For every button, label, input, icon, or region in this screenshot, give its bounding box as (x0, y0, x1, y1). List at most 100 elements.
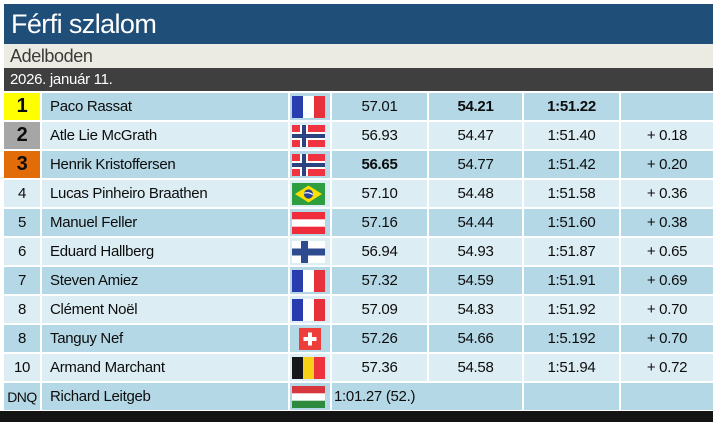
table-row: 8 Tanguy Nef 57.26 54.66 1:5.192 + 0.70 (4, 325, 713, 352)
flag-fr-icon (292, 298, 325, 321)
table-row: DNQ Richard Leitgeb 1:01.27 (52.) (4, 383, 713, 410)
rank-cell: 4 (4, 180, 40, 207)
bottom-bar (0, 411, 713, 422)
country-flag-cell (290, 93, 330, 120)
time-diff-cell (621, 383, 713, 410)
country-flag-cell (290, 122, 330, 149)
athlete-name-cell: Manuel Feller (42, 209, 288, 236)
run2-time-cell: 54.83 (429, 296, 522, 323)
time-diff-cell: + 0.70 (621, 296, 713, 323)
country-flag-cell (290, 180, 330, 207)
results-table: 1 Paco Rassat 57.01 54.21 1:51.22 2 Atle… (4, 93, 713, 412)
time-diff-cell: + 0.72 (621, 354, 713, 381)
flag-no-icon (292, 124, 325, 147)
run2-time-cell: 54.59 (429, 267, 522, 294)
time-diff-cell: + 0.18 (621, 122, 713, 149)
time-diff-cell: + 0.70 (621, 325, 713, 352)
athlete-name-cell: Tanguy Nef (42, 325, 288, 352)
table-row: 10 Armand Marchant 57.36 54.58 1:51.94 +… (4, 354, 713, 381)
rank-cell: 2 (4, 122, 40, 149)
country-flag-cell (290, 151, 330, 178)
flag-fr-icon (292, 95, 325, 118)
run2-time-cell: 54.21 (429, 93, 522, 120)
total-time-cell: 1:51.58 (524, 180, 619, 207)
table-row: 1 Paco Rassat 57.01 54.21 1:51.22 (4, 93, 713, 120)
flag-br-icon (292, 182, 325, 205)
run1-time-cell: 56.65 (332, 151, 427, 178)
athlete-name-cell: Clément Noël (42, 296, 288, 323)
athlete-name-cell: Eduard Hallberg (42, 238, 288, 265)
athlete-name-cell: Atle Lie McGrath (42, 122, 288, 149)
rank-cell: DNQ (4, 383, 40, 410)
flag-hu-icon (292, 385, 325, 408)
run2-time-cell: 54.93 (429, 238, 522, 265)
country-flag-cell (290, 209, 330, 236)
country-flag-cell (290, 325, 330, 352)
rank-cell: 8 (4, 296, 40, 323)
rank-cell: 10 (4, 354, 40, 381)
run1-time-cell: 56.93 (332, 122, 427, 149)
table-row: 5 Manuel Feller 57.16 54.44 1:51.60 + 0.… (4, 209, 713, 236)
run2-time-cell: 54.44 (429, 209, 522, 236)
date-label: 2026. január 11. (10, 71, 113, 88)
total-time-cell: 1:51.87 (524, 238, 619, 265)
total-time-cell: 1:51.22 (524, 93, 619, 120)
athlete-name-cell: Lucas Pinheiro Braathen (42, 180, 288, 207)
time-diff-cell: + 0.65 (621, 238, 713, 265)
country-flag-cell (290, 267, 330, 294)
flag-fr-icon (292, 269, 325, 292)
table-row: 3 Henrik Kristoffersen 56.65 54.77 1:51.… (4, 151, 713, 178)
flag-at-icon (292, 211, 325, 234)
run1-time-cell: 57.16 (332, 209, 427, 236)
run1-time-cell: 56.94 (332, 238, 427, 265)
total-time-cell: 1:51.91 (524, 267, 619, 294)
rank-cell: 1 (4, 93, 40, 120)
run1-time-cell: 57.01 (332, 93, 427, 120)
run2-time-cell: 54.58 (429, 354, 522, 381)
rank-cell: 3 (4, 151, 40, 178)
total-time-cell: 1:51.60 (524, 209, 619, 236)
run1-time-cell: 57.36 (332, 354, 427, 381)
run1-time-cell: 57.26 (332, 325, 427, 352)
time-diff-cell: + 0.20 (621, 151, 713, 178)
flag-fi-icon (292, 240, 325, 263)
event-title: Férfi szlalom (11, 8, 157, 39)
run1-time-cell: 57.10 (332, 180, 427, 207)
country-flag-cell (290, 383, 330, 410)
time-diff-cell: + 0.38 (621, 209, 713, 236)
rank-cell: 5 (4, 209, 40, 236)
athlete-name-cell: Armand Marchant (42, 354, 288, 381)
country-flag-cell (290, 354, 330, 381)
country-flag-cell (290, 238, 330, 265)
date-bar: 2026. január 11. (4, 68, 713, 91)
time-diff-cell: + 0.36 (621, 180, 713, 207)
table-row: 8 Clément Noël 57.09 54.83 1:51.92 + 0.7… (4, 296, 713, 323)
run2-time-cell: 54.77 (429, 151, 522, 178)
athlete-name-cell: Paco Rassat (42, 93, 288, 120)
rank-cell: 6 (4, 238, 40, 265)
flag-be-icon (292, 356, 325, 379)
run1-time-cell: 57.09 (332, 296, 427, 323)
athlete-name-cell: Steven Amiez (42, 267, 288, 294)
flag-no-icon (292, 153, 325, 176)
event-title-bar: Férfi szlalom (4, 4, 713, 44)
total-time-cell (524, 383, 619, 410)
table-row: 2 Atle Lie McGrath 56.93 54.47 1:51.40 +… (4, 122, 713, 149)
country-flag-cell (290, 296, 330, 323)
total-time-cell: 1:51.42 (524, 151, 619, 178)
time-diff-cell (621, 93, 713, 120)
total-time-cell: 1:5.192 (524, 325, 619, 352)
time-diff-cell: + 0.69 (621, 267, 713, 294)
location-label: Adelboden (10, 45, 93, 66)
table-row: 6 Eduard Hallberg 56.94 54.93 1:51.87 + … (4, 238, 713, 265)
run2-time-cell: 54.47 (429, 122, 522, 149)
run1-time-cell: 57.32 (332, 267, 427, 294)
total-time-cell: 1:51.92 (524, 296, 619, 323)
table-row: 4 Lucas Pinheiro Braathen 57.10 54.48 1:… (4, 180, 713, 207)
location-bar: Adelboden (4, 44, 713, 68)
rank-cell: 7 (4, 267, 40, 294)
flag-ch-icon (299, 327, 321, 350)
rank-cell: 8 (4, 325, 40, 352)
run1-time-cell: 1:01.27 (52.) (332, 383, 522, 410)
